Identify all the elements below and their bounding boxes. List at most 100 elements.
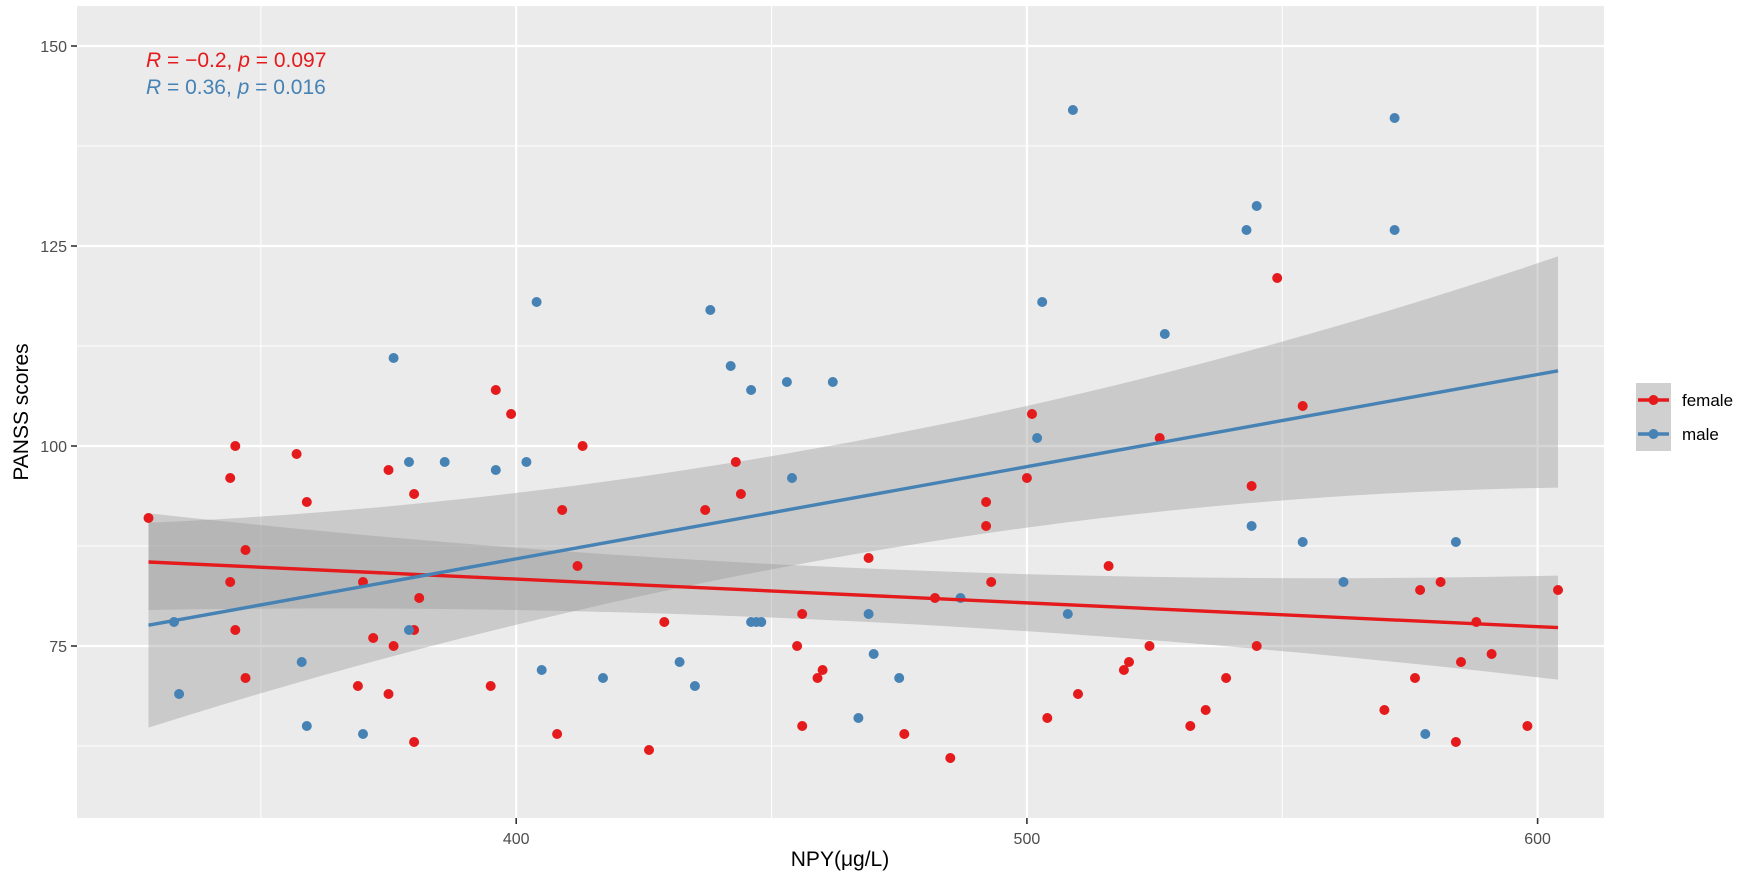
point-female [301, 497, 312, 507]
point-male [174, 689, 185, 699]
point-male [536, 665, 547, 675]
point-female [1272, 273, 1283, 283]
point-male [1241, 225, 1252, 235]
point-male [388, 353, 399, 363]
point-female [1246, 481, 1257, 491]
p-value: = 0.016 [249, 76, 325, 99]
y-tick-label: 125 [40, 239, 67, 256]
point-male [863, 609, 874, 619]
point-male [1450, 537, 1461, 547]
point-female [1450, 737, 1461, 747]
point-male [705, 305, 716, 315]
y-axis-title: PANSS scores [10, 343, 33, 480]
fit-line-male [148, 369, 1559, 627]
fit-lines [148, 369, 1559, 630]
point-female [1297, 401, 1308, 411]
point-female [1456, 657, 1466, 667]
r-value: = 0.36, [161, 76, 237, 99]
point-female [552, 729, 563, 739]
point-female [506, 409, 517, 419]
point-male [439, 457, 450, 467]
point-female [1553, 585, 1563, 595]
point-male [1032, 433, 1043, 443]
x-tick-label: 600 [1524, 831, 1551, 848]
point-male [1246, 521, 1257, 531]
correlation-label-male: R = 0.36, p = 0.016 [146, 76, 326, 99]
point-female [1185, 721, 1196, 731]
legend-item-female: female [1636, 383, 1733, 417]
grid-major [77, 6, 1604, 818]
point-female [1118, 665, 1129, 675]
point-female [986, 577, 997, 587]
point-female [383, 465, 394, 475]
point-male [531, 297, 542, 307]
point-female [1154, 433, 1165, 443]
point-male [827, 377, 838, 387]
point-male [296, 657, 307, 667]
r-symbol: R [146, 76, 161, 99]
data-points [143, 105, 1563, 763]
point-male [404, 457, 414, 467]
x-tick-label: 500 [1014, 831, 1041, 848]
point-female [1200, 705, 1211, 715]
point-male [1389, 225, 1400, 235]
point-female [1103, 561, 1114, 571]
point-male [853, 713, 864, 723]
r-value: = −0.2, [161, 49, 238, 72]
point-male [1297, 537, 1308, 547]
y-axis: 75 100 125 150 [40, 39, 77, 656]
point-male [674, 657, 685, 667]
legend-label: female [1682, 391, 1733, 410]
point-female [1522, 721, 1533, 731]
point-female [383, 689, 394, 699]
r-symbol: R [146, 49, 161, 72]
point-female [291, 449, 302, 459]
point-male [1420, 729, 1431, 739]
x-axis-title: NPY(μg/L) [791, 848, 889, 871]
point-male [521, 457, 532, 467]
point-female [1379, 705, 1390, 715]
confidence-band-male [148, 256, 1558, 728]
correlation-label-female: R = −0.2, p = 0.097 [146, 49, 326, 72]
point-female [1410, 673, 1420, 683]
point-male [404, 625, 414, 635]
point-female [143, 513, 154, 523]
point-male [756, 617, 767, 627]
point-female [1027, 409, 1037, 419]
point-female [230, 625, 241, 635]
point-female [225, 473, 236, 483]
point-male [1067, 105, 1078, 115]
point-female [1042, 713, 1053, 723]
p-value: = 0.097 [250, 49, 326, 72]
point-female [1073, 689, 1083, 699]
point-female [240, 545, 251, 555]
legend-label: male [1682, 425, 1719, 444]
point-male [725, 361, 736, 371]
point-female [485, 681, 496, 691]
point-female [1435, 577, 1446, 587]
point-female [409, 489, 420, 499]
point-female [1021, 473, 1032, 483]
point-female [735, 489, 746, 499]
point-female [577, 441, 588, 451]
y-tick-label: 100 [40, 439, 67, 456]
point-female [368, 633, 379, 643]
point-female [863, 553, 874, 563]
point-female [572, 561, 583, 571]
legend-key-point [1648, 395, 1659, 405]
point-female [490, 385, 501, 395]
point-female [388, 641, 399, 651]
plot-panel [77, 6, 1604, 818]
point-male [781, 377, 792, 387]
y-tick-label: 150 [40, 39, 67, 56]
point-female [230, 441, 241, 451]
point-female [352, 681, 363, 691]
point-female [817, 665, 828, 675]
point-male [1251, 201, 1262, 211]
legend: female male [1636, 383, 1733, 451]
point-female [644, 745, 654, 755]
p-symbol: p [237, 49, 250, 72]
point-female [1124, 657, 1134, 667]
point-male [787, 473, 797, 483]
